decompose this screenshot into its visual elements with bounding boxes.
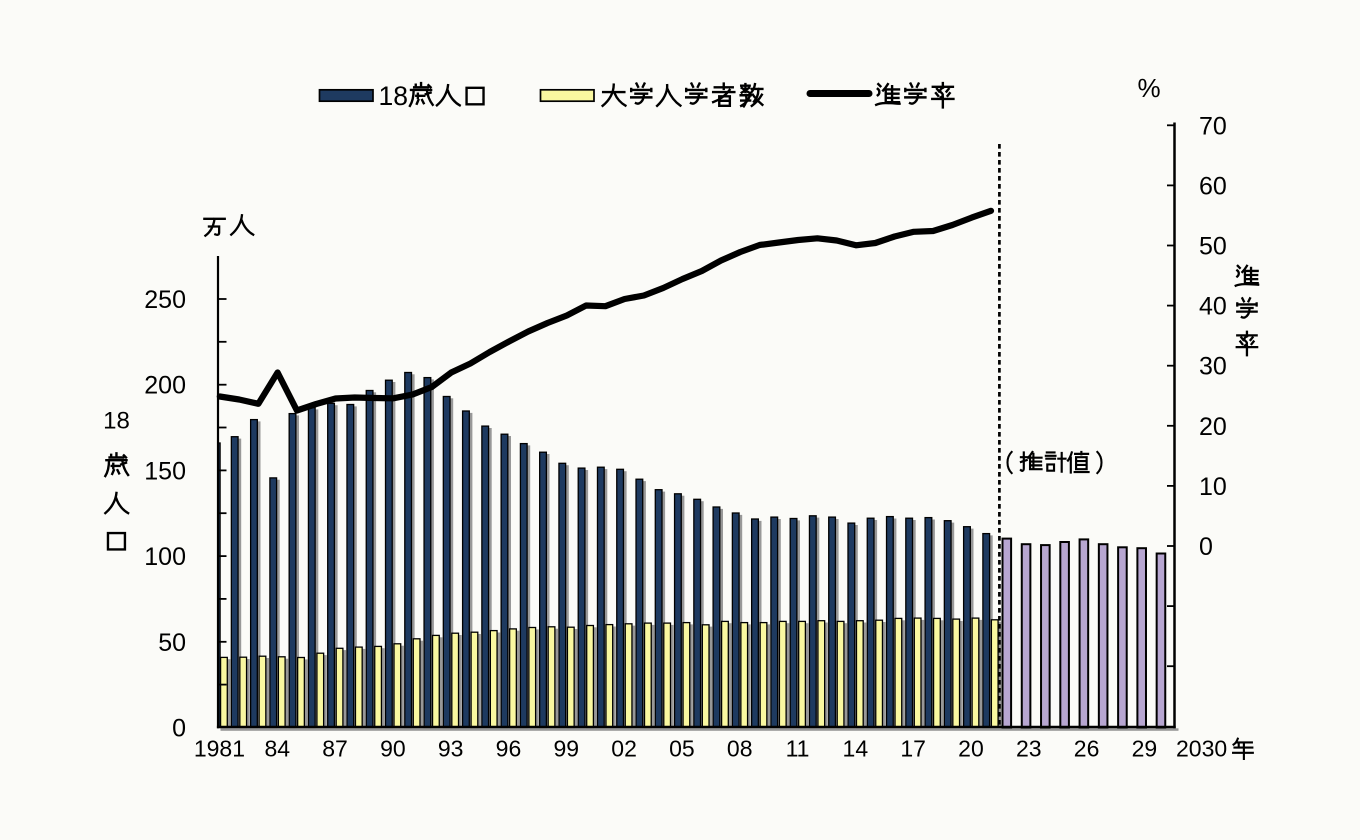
svg-text:99: 99 [553,736,579,762]
svg-text:200: 200 [144,372,186,400]
svg-text:96: 96 [496,736,522,762]
svg-text:20: 20 [958,736,984,762]
svg-text:05: 05 [669,736,695,762]
svg-text:50: 50 [1199,233,1227,261]
svg-text:93: 93 [438,736,464,762]
svg-text:26: 26 [1074,736,1100,762]
svg-text:%: % [1137,73,1160,103]
svg-text:02: 02 [611,736,637,762]
svg-text:14: 14 [843,736,869,762]
svg-text:10: 10 [1199,473,1227,501]
svg-text:18: 18 [103,408,130,435]
svg-text:30: 30 [1199,353,1227,381]
svg-text:08: 08 [727,736,753,762]
svg-text:2030: 2030 [1176,736,1227,762]
svg-text:17: 17 [900,736,926,762]
svg-text:11: 11 [786,736,810,762]
svg-text:60: 60 [1199,172,1227,200]
svg-text:0: 0 [172,715,186,743]
svg-text:29: 29 [1132,736,1158,762]
svg-text:100: 100 [144,543,186,571]
svg-text:84: 84 [264,736,290,762]
svg-text:70: 70 [1199,112,1227,140]
svg-text:50: 50 [158,629,186,657]
svg-text:90: 90 [380,736,406,762]
svg-text:150: 150 [144,457,186,485]
svg-text:23: 23 [1016,736,1042,762]
svg-text:20: 20 [1199,413,1227,441]
svg-text:1981: 1981 [194,736,245,762]
svg-text:87: 87 [322,736,348,762]
svg-text:250: 250 [144,286,186,314]
svg-text:18: 18 [379,81,408,111]
svg-text:0: 0 [1199,533,1213,561]
svg-text:40: 40 [1199,293,1227,321]
